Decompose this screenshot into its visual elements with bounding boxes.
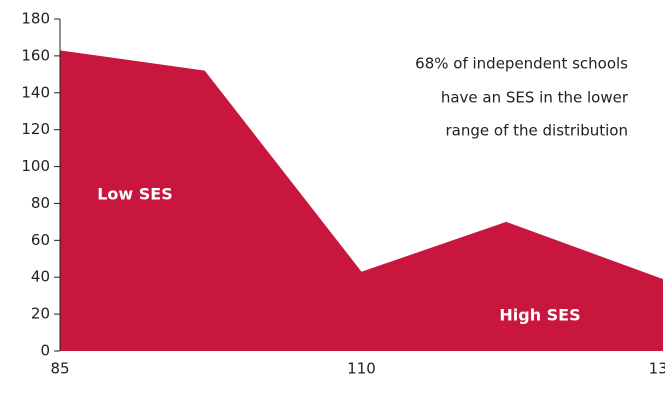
plot: 0 20 40 60 80 100 120 140 160 180 85 110 135 [21,10,665,378]
annotation: have an SES in the lower [441,89,629,107]
annotation: 68% of independent schools [415,55,628,73]
y-tick-label: 140 [21,83,50,101]
y-tick-label: 0 [40,342,50,360]
y-tick-label: 20 [31,305,50,323]
x-tick-label: 110 [347,360,376,378]
x-tick-label: 85 [50,360,69,378]
area-label: Low SES [97,185,173,204]
y-tick-label: 60 [31,231,50,249]
y-tick-label: 40 [31,268,50,286]
x-tick-label: 135 [649,360,665,378]
area-label: High SES [499,306,580,325]
y-tick-label: 80 [31,194,50,212]
y-tick-label: 120 [21,120,50,138]
y-tick-label: 160 [21,46,50,64]
annotation: range of the distribution [446,122,628,140]
y-tick-label: 100 [21,157,50,175]
y-tick-label: 180 [21,10,50,28]
area [60,50,663,351]
